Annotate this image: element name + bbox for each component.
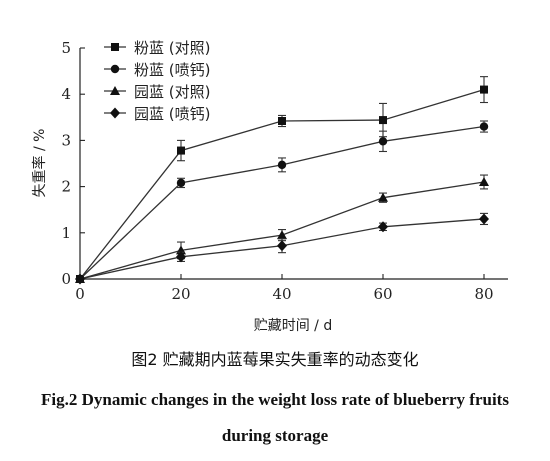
figure-caption-english-line1: Fig.2 Dynamic changes in the weight loss… [41, 390, 509, 409]
axes: 0 1 2 3 4 5 0 20 40 60 80 贮藏时间 / d 失重率 / % [31, 39, 508, 334]
y-tick-label: 0 [61, 270, 71, 288]
legend-entry-2: 粉蓝 (喷钙) [104, 61, 210, 79]
data-point [479, 122, 489, 131]
legend-label: 园蓝 (对照) [134, 83, 210, 101]
legend-marker [111, 43, 119, 51]
legend-entry-1: 粉蓝 (对照) [104, 39, 210, 57]
data-point [378, 192, 388, 202]
x-tick-label: 80 [474, 285, 493, 303]
series-4 [75, 212, 489, 285]
x-tick-label: 20 [171, 285, 190, 303]
y-tick-label: 2 [61, 178, 71, 196]
x-tick-label: 40 [272, 285, 291, 303]
data-point [177, 146, 185, 155]
data-point [176, 251, 186, 263]
legend-label: 粉蓝 (喷钙) [134, 61, 210, 79]
data-point [480, 85, 488, 94]
legend-label: 粉蓝 (对照) [134, 39, 210, 57]
figure-caption-english-line2: during storage [221, 426, 329, 445]
y-axis-title: 失重率 / % [31, 129, 48, 198]
data-point [75, 273, 85, 285]
legend: 粉蓝 (对照) 粉蓝 (喷钙) 园蓝 (对照) 园蓝 (喷钙) [104, 39, 210, 123]
figure-caption-english: Fig.2 Dynamic changes in the weight loss… [0, 382, 550, 454]
data-point [479, 213, 489, 225]
y-tick-label: 1 [61, 224, 71, 242]
x-axis-title: 贮藏时间 / d [254, 318, 333, 334]
series-2 [75, 120, 489, 284]
data-point [176, 178, 186, 188]
data-point [479, 176, 489, 186]
figure-caption-chinese: 图2 贮藏期内蓝莓果实失重率的动态变化 [131, 350, 419, 369]
legend-marker [110, 64, 120, 74]
legend-entry-3: 园蓝 (对照) [104, 83, 210, 101]
legend-marker [110, 86, 120, 95]
data-point [277, 240, 287, 252]
data-point [277, 160, 287, 170]
x-tick-label: 0 [75, 285, 85, 303]
data-point [277, 230, 287, 240]
y-tick-label: 5 [61, 39, 71, 57]
y-tick-label: 4 [61, 85, 71, 103]
legend-entry-4: 园蓝 (喷钙) [104, 105, 210, 123]
data-point [379, 116, 387, 125]
series-group [75, 76, 489, 285]
data-point [378, 137, 388, 146]
x-tick-label: 60 [373, 285, 392, 303]
legend-label: 园蓝 (喷钙) [134, 105, 210, 123]
data-point [278, 116, 286, 125]
y-tick-label: 3 [61, 131, 71, 149]
data-point [378, 221, 388, 233]
legend-marker [110, 107, 120, 119]
